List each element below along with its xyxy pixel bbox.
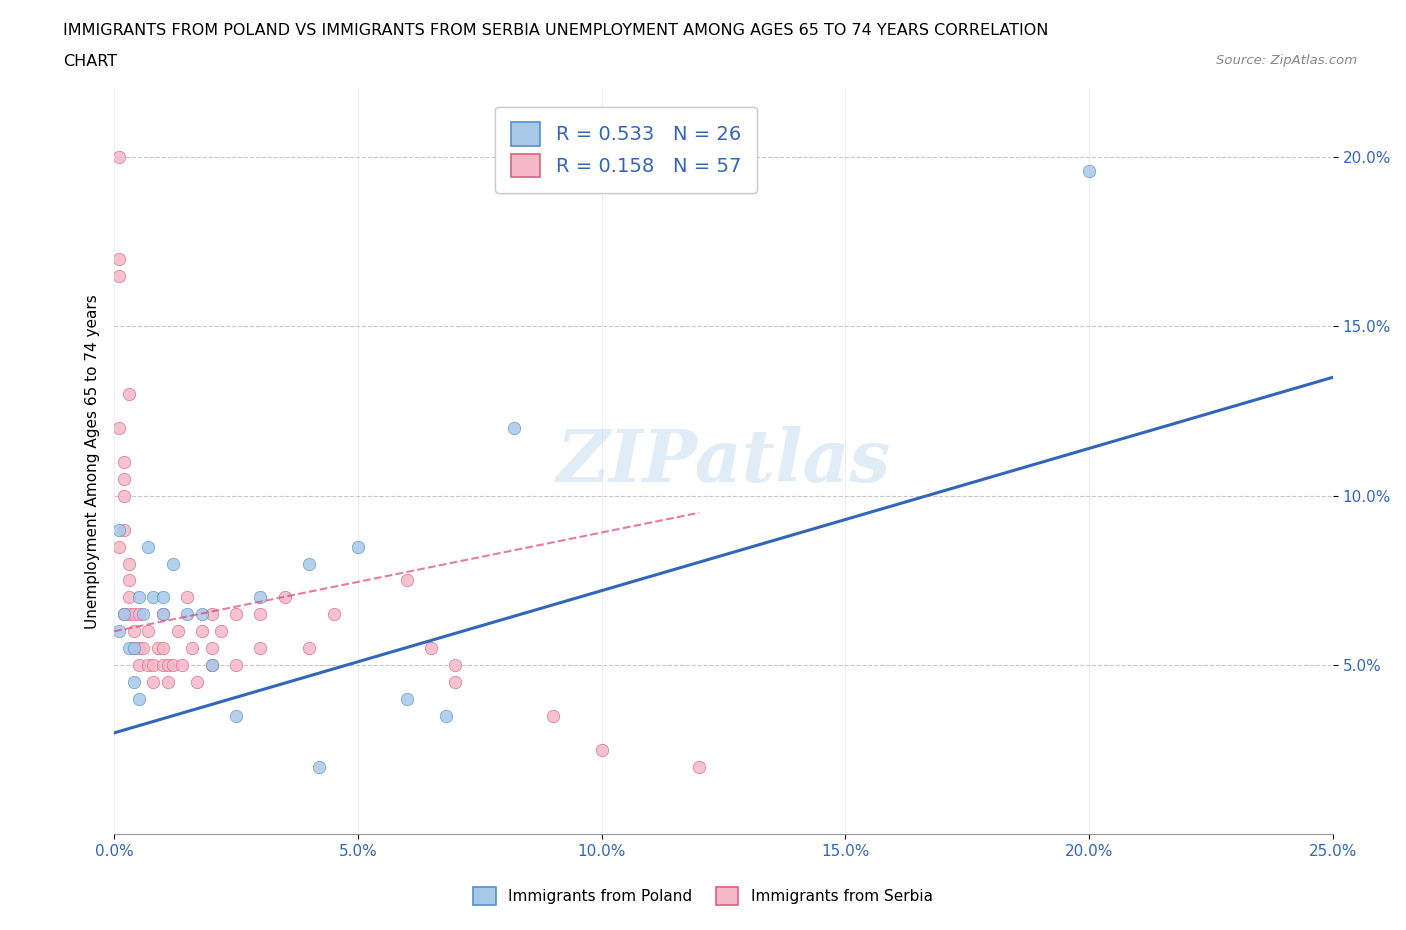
Point — [444, 674, 467, 689]
Point — [152, 641, 174, 656]
Point — [308, 759, 330, 774]
Point — [118, 641, 141, 656]
Point — [136, 624, 159, 639]
Point — [201, 607, 224, 622]
Point — [201, 641, 224, 656]
Point — [112, 455, 135, 470]
Point — [347, 539, 370, 554]
Point — [118, 556, 141, 571]
Point — [201, 658, 224, 672]
Point — [298, 556, 321, 571]
Text: CHART: CHART — [63, 54, 117, 69]
Point — [162, 556, 184, 571]
Point — [108, 523, 131, 538]
Point — [225, 607, 247, 622]
Text: Source: ZipAtlas.com: Source: ZipAtlas.com — [1216, 54, 1357, 67]
Point — [118, 573, 141, 588]
Point — [108, 624, 131, 639]
Point — [108, 268, 131, 283]
Point — [108, 539, 131, 554]
Legend: R = 0.533   N = 26, R = 0.158   N = 57: R = 0.533 N = 26, R = 0.158 N = 57 — [495, 107, 756, 193]
Point — [152, 607, 174, 622]
Point — [274, 590, 297, 604]
Point — [112, 607, 135, 622]
Legend: Immigrants from Poland, Immigrants from Serbia: Immigrants from Poland, Immigrants from … — [465, 879, 941, 913]
Point — [122, 624, 145, 639]
Point — [122, 674, 145, 689]
Point — [128, 641, 150, 656]
Point — [108, 150, 131, 165]
Point — [118, 590, 141, 604]
Point — [503, 420, 526, 435]
Point — [249, 641, 271, 656]
Point — [128, 590, 150, 604]
Point — [152, 590, 174, 604]
Point — [172, 658, 194, 672]
Point — [420, 641, 443, 656]
Point — [688, 759, 710, 774]
Point — [156, 658, 179, 672]
Point — [591, 742, 613, 757]
Point — [142, 658, 165, 672]
Point — [186, 674, 208, 689]
Point — [225, 709, 247, 724]
Point — [136, 539, 159, 554]
Point — [152, 658, 174, 672]
Point — [176, 590, 198, 604]
Point — [541, 709, 564, 724]
Point — [166, 624, 188, 639]
Point — [136, 658, 159, 672]
Point — [225, 658, 247, 672]
Point — [395, 692, 418, 707]
Point — [112, 607, 135, 622]
Point — [434, 709, 457, 724]
Point — [322, 607, 344, 622]
Point — [176, 607, 198, 622]
Point — [112, 523, 135, 538]
Point — [122, 641, 145, 656]
Text: ZIPatlas: ZIPatlas — [557, 427, 890, 498]
Point — [152, 607, 174, 622]
Point — [118, 607, 141, 622]
Point — [132, 641, 155, 656]
Point — [156, 674, 179, 689]
Point — [209, 624, 232, 639]
Point — [132, 607, 155, 622]
Point — [201, 658, 224, 672]
Point — [122, 607, 145, 622]
Point — [142, 674, 165, 689]
Point — [118, 387, 141, 402]
Point — [142, 590, 165, 604]
Point — [128, 658, 150, 672]
Point — [249, 590, 271, 604]
Y-axis label: Unemployment Among Ages 65 to 74 years: Unemployment Among Ages 65 to 74 years — [86, 295, 100, 630]
Point — [128, 607, 150, 622]
Point — [108, 251, 131, 266]
Point — [181, 641, 204, 656]
Point — [1078, 164, 1101, 179]
Point — [112, 488, 135, 503]
Point — [191, 624, 214, 639]
Point — [191, 607, 214, 622]
Point — [249, 607, 271, 622]
Point — [395, 573, 418, 588]
Point — [146, 641, 169, 656]
Point — [298, 641, 321, 656]
Point — [444, 658, 467, 672]
Point — [128, 692, 150, 707]
Point — [122, 641, 145, 656]
Point — [112, 472, 135, 486]
Point — [108, 420, 131, 435]
Text: IMMIGRANTS FROM POLAND VS IMMIGRANTS FROM SERBIA UNEMPLOYMENT AMONG AGES 65 TO 7: IMMIGRANTS FROM POLAND VS IMMIGRANTS FRO… — [63, 23, 1049, 38]
Point — [162, 658, 184, 672]
